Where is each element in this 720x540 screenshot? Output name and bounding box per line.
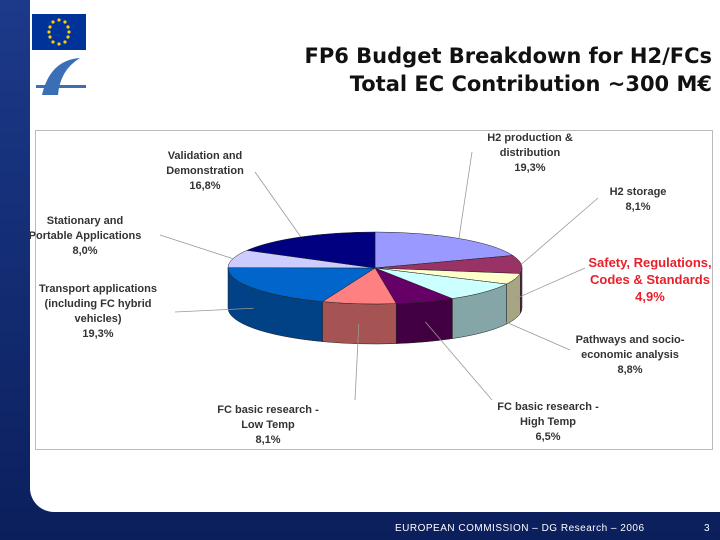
value-label: 8,1%: [255, 434, 281, 446]
leader-line: [254, 171, 302, 238]
value-label: 6,5%: [535, 431, 561, 443]
leader-line: [520, 197, 599, 265]
category-label: Stationary and Portable Applications: [28, 215, 142, 242]
title-line: Total EC Contribution ~300 M€: [349, 72, 712, 96]
value-label: 4,9%: [635, 289, 665, 304]
pie-slice-side: [520, 267, 523, 315]
pie-slice-side: [395, 298, 453, 344]
category-label: Pathways and socio-economic analysis: [575, 334, 685, 361]
eu-stars: [47, 18, 71, 46]
value-label: 19,3%: [82, 328, 114, 340]
leader-line: [458, 151, 473, 239]
value-label: 8,8%: [617, 364, 643, 376]
chart-area: [35, 130, 713, 450]
pie-slice: [227, 267, 376, 302]
category-label: Safety, Regulations, Codes & Standards: [588, 255, 712, 287]
fp-logo-bar: [36, 85, 86, 88]
data-label: Transport applications (including FC hyb…: [23, 282, 173, 342]
fp-logo: [42, 58, 80, 95]
data-label: H2 storage 8,1%: [598, 185, 678, 215]
category-label: H2 production & distribution: [487, 132, 573, 159]
value-label: 8,1%: [625, 201, 651, 213]
leader-line: [354, 323, 360, 401]
data-label: Safety, Regulations, Codes & Standards 4,…: [575, 254, 720, 305]
page-number: 3: [704, 523, 710, 534]
data-label: FC basic research - High Temp 6,5%: [488, 400, 608, 445]
data-label: Stationary and Portable Applications 8,0%: [25, 214, 145, 259]
leader-line: [159, 234, 234, 260]
data-label: Pathways and socio-economic analysis 8,8%: [565, 333, 695, 378]
pie-slice: [374, 231, 514, 269]
data-label: FC basic research - Low Temp 8,1%: [208, 403, 328, 448]
value-label: 16,8%: [189, 180, 221, 192]
data-label: H2 production & distribution 19,3%: [475, 131, 585, 176]
category-label: FC basic research - High Temp: [497, 401, 599, 428]
leader-line: [514, 267, 586, 300]
category-label: FC basic research - Low Temp: [217, 404, 319, 431]
category-label: Validation and Demonstration: [166, 150, 244, 177]
value-label: 19,3%: [514, 162, 546, 174]
leader-line: [483, 311, 571, 351]
leader-line: [174, 307, 254, 313]
category-label: Transport applications (including FC hyb…: [39, 283, 157, 325]
data-label: Validation and Demonstration 16,8%: [145, 149, 265, 194]
footer: EUROPEAN COMMISSION – DG Research – 2006: [395, 523, 645, 534]
value-label: 8,0%: [72, 245, 98, 257]
category-label: H2 storage: [609, 186, 667, 198]
title-line: FP6 Budget Breakdown for H2/FCs: [304, 44, 712, 68]
leader-line: [425, 321, 493, 401]
pie-slice-side: [322, 301, 397, 345]
pie-slice: [374, 267, 508, 299]
